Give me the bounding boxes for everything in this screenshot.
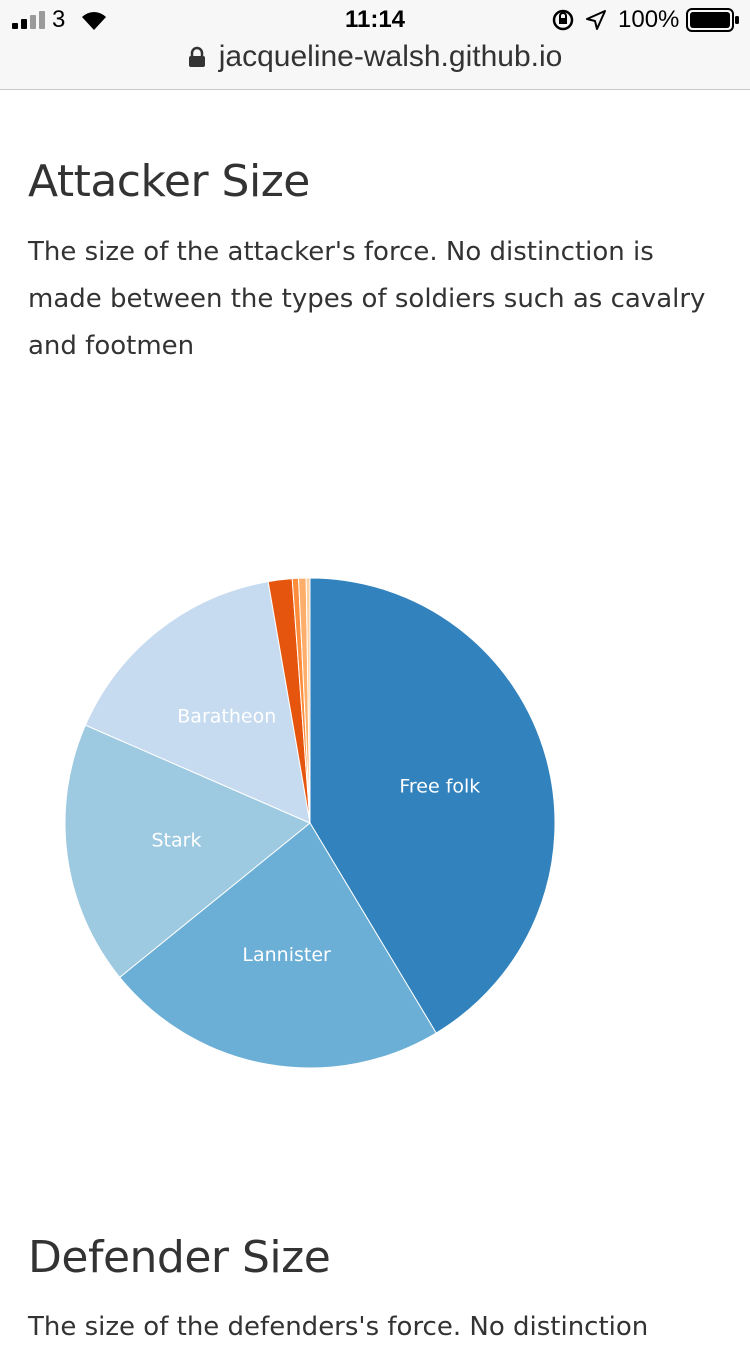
pie-label-lannister: Lannister	[242, 944, 331, 966]
wifi-icon	[82, 12, 106, 30]
pie-label-baratheon: Baratheon	[177, 706, 276, 728]
battery-icon	[686, 8, 739, 32]
attacker-size-pie-chart: Free folk Lannister Stark Baratheon	[64, 577, 556, 1069]
address-bar[interactable]: jacqueline-walsh.github.io	[0, 40, 750, 80]
pie-label-free-folk: Free folk	[399, 775, 480, 797]
pie-slice-baratheon	[84, 581, 311, 824]
pie-slice-free-folk	[309, 577, 556, 1034]
section-description-attacker: The size of the attacker's force. No dis…	[28, 237, 706, 361]
url-text: jacqueline-walsh.github.io	[218, 40, 563, 73]
section-description-defender: The size of the defenders's force. No di…	[28, 1312, 649, 1342]
section-title-defender: Defender Size	[28, 1232, 331, 1283]
pie-slice-unlabeled-7	[305, 577, 311, 824]
pie-slice-stark	[64, 724, 311, 979]
battery-percent: 100%	[618, 6, 680, 33]
pie-label-stark: Stark	[151, 830, 201, 852]
lock-icon	[188, 46, 205, 67]
clock-time: 11:14	[344, 6, 406, 33]
signal-icon	[12, 11, 45, 29]
location-icon	[586, 10, 606, 30]
carrier-label: 3	[52, 6, 66, 33]
section-title-attacker: Attacker Size	[28, 156, 310, 207]
status-bar: 3 11:14 100% jacqueline-walsh.github.io	[0, 0, 750, 90]
pie-slice-lannister	[119, 822, 437, 1069]
orientation-lock-icon	[552, 9, 574, 31]
